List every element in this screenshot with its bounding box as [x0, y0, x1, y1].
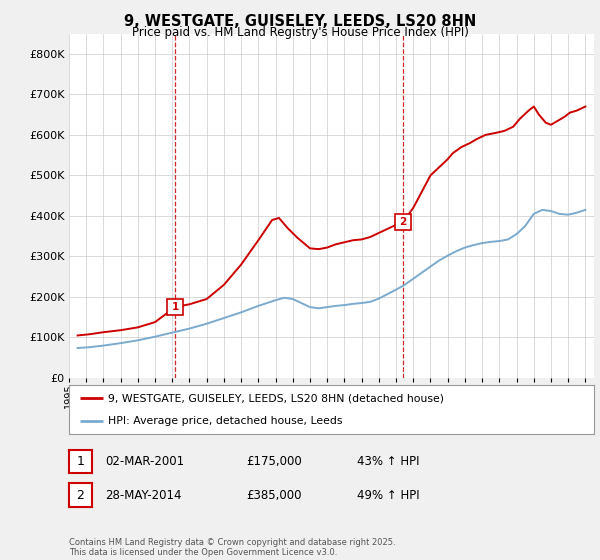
Text: 2: 2 — [400, 217, 407, 227]
Text: 9, WESTGATE, GUISELEY, LEEDS, LS20 8HN (detached house): 9, WESTGATE, GUISELEY, LEEDS, LS20 8HN (… — [109, 393, 445, 403]
Text: HPI: Average price, detached house, Leeds: HPI: Average price, detached house, Leed… — [109, 416, 343, 426]
Text: £175,000: £175,000 — [246, 455, 302, 468]
Text: 1: 1 — [172, 302, 179, 312]
Text: 43% ↑ HPI: 43% ↑ HPI — [357, 455, 419, 468]
Text: 28-MAY-2014: 28-MAY-2014 — [105, 488, 182, 502]
Text: £385,000: £385,000 — [246, 488, 302, 502]
Text: 49% ↑ HPI: 49% ↑ HPI — [357, 488, 419, 502]
Text: 02-MAR-2001: 02-MAR-2001 — [105, 455, 184, 468]
Text: 9, WESTGATE, GUISELEY, LEEDS, LS20 8HN: 9, WESTGATE, GUISELEY, LEEDS, LS20 8HN — [124, 14, 476, 29]
Text: 1: 1 — [76, 455, 85, 468]
Text: 2: 2 — [76, 488, 85, 502]
Text: Contains HM Land Registry data © Crown copyright and database right 2025.
This d: Contains HM Land Registry data © Crown c… — [69, 538, 395, 557]
Text: Price paid vs. HM Land Registry's House Price Index (HPI): Price paid vs. HM Land Registry's House … — [131, 26, 469, 39]
